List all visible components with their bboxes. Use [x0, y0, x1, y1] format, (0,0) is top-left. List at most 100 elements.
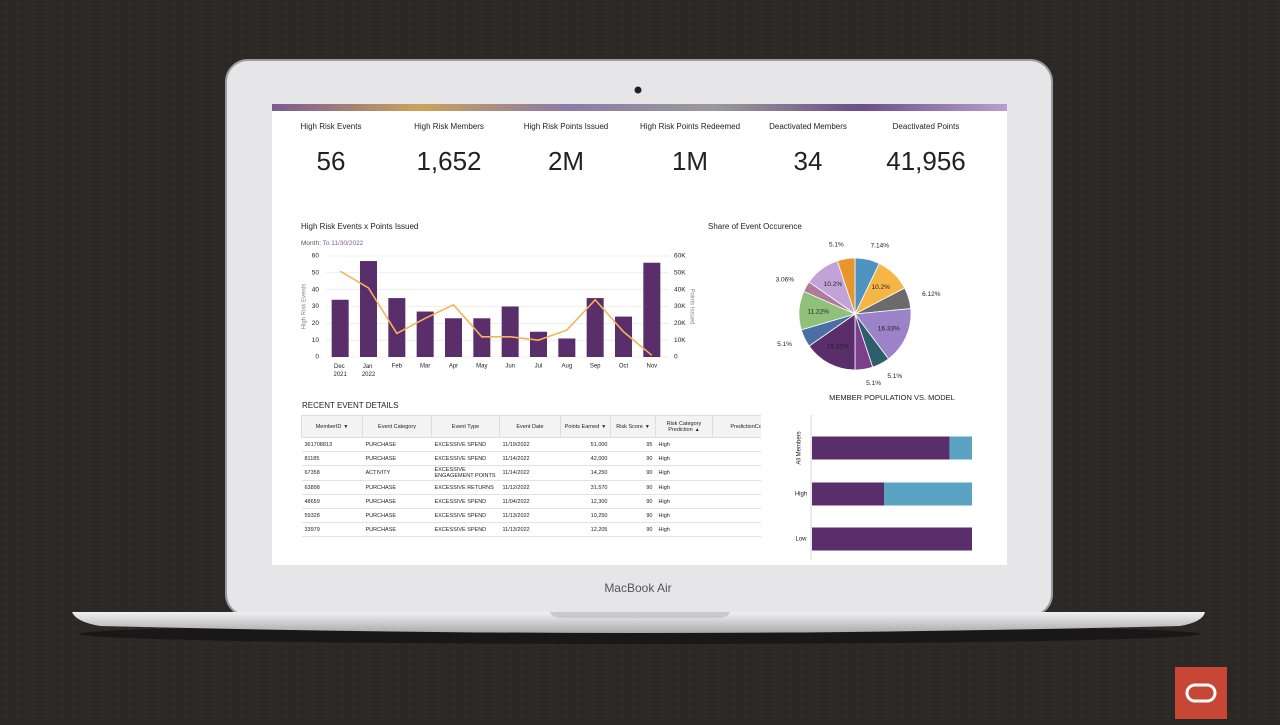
- pie-label: 15.31%: [827, 343, 849, 350]
- stacked-bar: [812, 436, 950, 460]
- y2-axis-label: Points Issued: [688, 288, 694, 324]
- table-cell: High: [655, 494, 713, 509]
- camera: [634, 86, 642, 94]
- table-cell: 90: [610, 480, 656, 495]
- table-cell: 11/12/2022: [499, 480, 561, 495]
- category-label: Low: [795, 537, 807, 543]
- kpi-value: 1,652: [416, 146, 481, 176]
- x-tick-label: Dec 2021: [333, 364, 347, 378]
- column-header[interactable]: PredictionConfidence: [712, 415, 761, 438]
- sort-icon[interactable]: ▲: [694, 426, 700, 433]
- column-header[interactable]: Risk Score ▼: [610, 415, 656, 438]
- table-cell: 90: [610, 494, 656, 509]
- table-wrap: MemberID ▼ Event Category Event Type Event D…: [301, 415, 761, 537]
- table-cell: 67358: [301, 465, 363, 481]
- sort-icon[interactable]: ▼: [601, 423, 607, 430]
- bar: [416, 311, 434, 357]
- table-cell: 81185: [301, 451, 363, 466]
- y2-tick-label: 40K: [674, 286, 686, 293]
- table-cell: 1.00: [712, 494, 761, 509]
- table-cell: High: [655, 480, 713, 495]
- column-header[interactable]: Points Earned ▼: [560, 415, 611, 438]
- table-cell: 90: [610, 451, 656, 466]
- table-cell: ACTIVITY: [362, 465, 432, 481]
- table-row: 81185 PURCHASE EXCESSIVE SPEND 11/14/2022 42…: [301, 451, 761, 466]
- table-cell: 33979: [301, 522, 363, 537]
- column-header[interactable]: Risk Category Prediction ▲: [655, 415, 713, 438]
- column-header[interactable]: Event Type: [431, 415, 500, 438]
- table-cell: 31,570: [560, 480, 611, 495]
- table-cell: 1.00: [712, 480, 761, 495]
- pie-label: 5.1%: [866, 380, 881, 387]
- y2-tick-label: 0: [674, 354, 678, 361]
- table-cell: 90: [610, 465, 656, 481]
- table-title: RECENT EVENT DETAILS: [302, 401, 398, 410]
- table-cell: 11/14/2022: [499, 465, 561, 481]
- header-text: MemberID: [315, 423, 342, 430]
- y2-tick-label: 20K: [674, 320, 686, 327]
- bar: [530, 331, 547, 357]
- x-tick-label: Apr: [449, 364, 458, 370]
- y2-tick-label: 10K: [674, 337, 686, 344]
- table-cell: 59328: [301, 508, 363, 523]
- y-tick-label: 60: [312, 253, 320, 260]
- table-cell: PURCHASE: [362, 508, 432, 523]
- table-cell: 42,000: [560, 451, 611, 466]
- stacked-bar: [812, 482, 884, 506]
- y-tick-label: 20: [312, 320, 320, 327]
- header-text: Risk Score: [616, 423, 643, 430]
- bar: [445, 318, 462, 357]
- y-tick-label: 50: [312, 270, 320, 277]
- table-row: 33979 PURCHASE EXCESSIVE SPEND 11/13/2022 12…: [301, 522, 761, 537]
- table-row: 361708813 PURCHASE EXCESSIVE SPEND 11/19/20…: [301, 437, 761, 452]
- x-tick-label: Feb: [392, 364, 403, 370]
- event-table: MemberID ▼ Event Category Event Type Event D…: [301, 415, 761, 537]
- y2-tick-label: 50K: [674, 270, 686, 277]
- table-cell: PURCHASE: [362, 480, 432, 495]
- x-tick-label: Nov: [646, 364, 657, 370]
- bar: [388, 298, 406, 357]
- kpi-value: 2M: [548, 146, 584, 176]
- table-cell: 11/13/2022: [499, 522, 561, 537]
- y-tick-label: 10: [312, 337, 320, 344]
- pie-label: 3.06%: [776, 276, 795, 283]
- sort-icon[interactable]: ▼: [343, 423, 349, 430]
- table-cell: 95: [610, 437, 656, 452]
- column-header[interactable]: MemberID ▼: [301, 415, 363, 438]
- x-tick-label: Aug: [561, 364, 572, 370]
- sort-icon[interactable]: ▼: [644, 423, 650, 430]
- table-cell: High: [655, 451, 713, 466]
- column-header[interactable]: Event Category: [362, 415, 432, 438]
- column-header[interactable]: Event Date: [499, 415, 561, 438]
- kpi-value: 56: [317, 146, 346, 176]
- y-axis-label: High Risk Events: [302, 284, 308, 330]
- table-cell: 1.00: [712, 437, 761, 452]
- table-cell: PURCHASE: [362, 451, 432, 466]
- notch: [550, 612, 730, 618]
- pie-slice: [836, 257, 856, 315]
- laptop-base: [72, 612, 1205, 633]
- x-tick-part: Dec: [334, 364, 346, 370]
- device-label: MacBook Air: [604, 581, 671, 595]
- y-tick-label: 30: [312, 303, 320, 310]
- header-text: Points Earned: [564, 423, 600, 430]
- table-cell: 12,205: [560, 522, 611, 537]
- header-row: MemberID ▼ Event Category Event Type Event D…: [301, 415, 761, 438]
- bar: [558, 338, 576, 357]
- table-row: 63898 PURCHASE EXCESSIVE RETURNS 11/12/2022…: [301, 480, 761, 495]
- pie-label: 5.1%: [777, 341, 792, 348]
- combo-subtitle: Month: To 11/30/2022: [301, 240, 364, 247]
- x-tick-part: 2022: [362, 372, 376, 378]
- table-cell: 361708813: [301, 437, 363, 452]
- table-cell: 1.00: [712, 465, 761, 481]
- subtitle-label: Month:: [301, 240, 321, 247]
- pie-title: Share of Event Occurence: [708, 222, 802, 231]
- pie-label: 7.14%: [871, 242, 890, 249]
- table-cell: 90: [610, 508, 656, 523]
- bar: [501, 306, 519, 357]
- table-cell: High: [655, 508, 713, 523]
- kpi-value: 34: [794, 146, 823, 176]
- table-cell: 1.00: [712, 508, 761, 523]
- banner: [272, 104, 1007, 111]
